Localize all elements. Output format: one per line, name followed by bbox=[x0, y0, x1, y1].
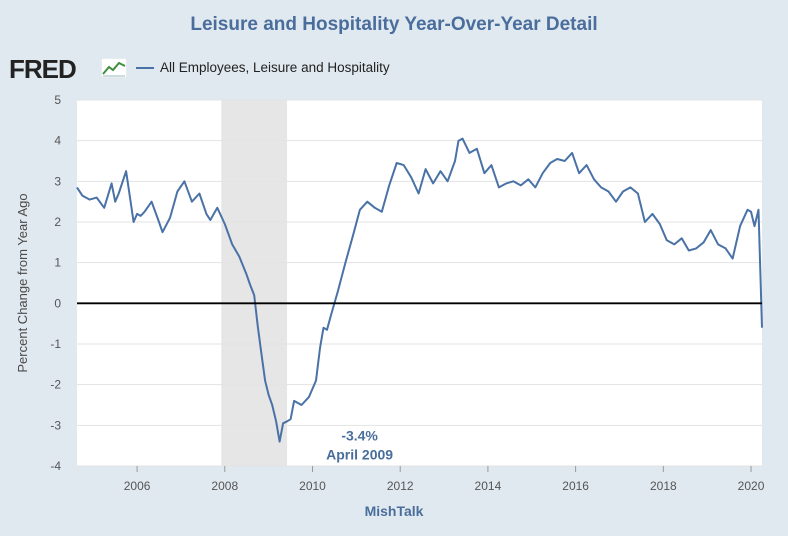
annotation-date: April 2009 bbox=[326, 447, 393, 463]
x-tick-label: 2020 bbox=[738, 479, 765, 493]
y-tick-label: -2 bbox=[50, 378, 61, 392]
y-tick-label: 2 bbox=[54, 215, 61, 229]
x-tick-label: 2014 bbox=[475, 479, 502, 493]
x-tick-label: 2016 bbox=[562, 479, 589, 493]
annotation-value: -3.4% bbox=[341, 428, 378, 444]
y-tick-label: 3 bbox=[54, 174, 61, 188]
y-tick-label: -3 bbox=[50, 418, 61, 432]
y-axis-label: Percent Change from Year Ago bbox=[15, 193, 30, 372]
legend-series-label: All Employees, Leisure and Hospitality bbox=[160, 60, 390, 75]
recession-band bbox=[221, 100, 288, 466]
fred-logo-text: FRED bbox=[9, 54, 77, 84]
plot-area bbox=[77, 100, 762, 466]
y-tick-label: -1 bbox=[50, 337, 61, 351]
series-line-0 bbox=[76, 137, 763, 443]
source-credit: MishTalk bbox=[364, 503, 424, 519]
chart-title: Leisure and Hospitality Year-Over-Year D… bbox=[190, 14, 598, 35]
y-tick-label: 5 bbox=[54, 93, 61, 107]
x-tick-label: 2008 bbox=[211, 479, 238, 493]
y-tick-label: -4 bbox=[50, 459, 61, 473]
y-tick-label: 1 bbox=[54, 256, 61, 270]
x-tick-label: 2018 bbox=[650, 479, 677, 493]
x-tick-label: 2012 bbox=[387, 479, 414, 493]
legend-series-swatch bbox=[136, 67, 154, 69]
x-tick-label: 2010 bbox=[299, 479, 326, 493]
y-tick-label: 0 bbox=[54, 296, 61, 310]
y-tick-label: 4 bbox=[54, 134, 61, 148]
x-tick-label: 2006 bbox=[124, 479, 151, 493]
chart-line-icon bbox=[101, 58, 127, 78]
